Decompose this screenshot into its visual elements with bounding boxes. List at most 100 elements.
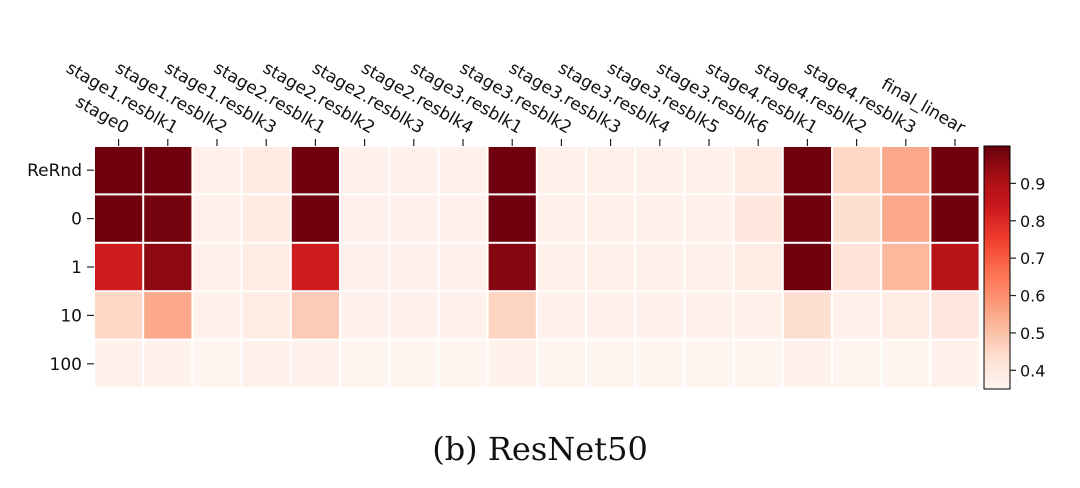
y-tick-label: 100 xyxy=(50,355,82,375)
heatmap-cell xyxy=(636,147,684,194)
colorbar-gradient xyxy=(983,145,1011,390)
heatmap-cell xyxy=(537,195,585,242)
heatmap-cell xyxy=(341,340,389,387)
heatmap-cell xyxy=(488,195,536,242)
heatmap-cell xyxy=(537,292,585,339)
heatmap-cell xyxy=(734,243,782,291)
heatmap-cell xyxy=(587,292,635,339)
heatmap-cell xyxy=(193,292,241,339)
heatmap-cell xyxy=(95,292,143,339)
heatmap-cell xyxy=(488,243,536,291)
heatmap-cell xyxy=(636,195,684,242)
heatmap-cell xyxy=(783,243,831,291)
x-axis: stage0stage1.resblk1stage1.resblk2stage1… xyxy=(63,58,969,146)
heatmap-cell xyxy=(734,195,782,242)
heatmap-cell xyxy=(144,340,192,387)
heatmap-cell xyxy=(242,147,290,194)
colorbar-tick-label: 0.9 xyxy=(1020,174,1045,193)
heatmap-cell xyxy=(636,292,684,339)
heatmap-cell xyxy=(390,195,438,242)
heatmap-cell xyxy=(833,195,881,242)
heatmap-cell xyxy=(636,243,684,291)
heatmap-cell xyxy=(587,195,635,242)
colorbar-tick-label: 0.7 xyxy=(1020,249,1045,268)
heatmap-cell xyxy=(341,147,389,194)
heatmap-cell xyxy=(144,292,192,339)
heatmap-cell xyxy=(291,243,339,291)
heatmap-cell xyxy=(882,147,930,194)
heatmap-cell xyxy=(439,147,487,194)
colorbar: 0.4 0.5 0.6 0.7 0.8 0.9 xyxy=(983,145,1045,390)
heatmap-cell xyxy=(685,340,733,387)
heatmap-cell xyxy=(95,340,143,387)
heatmap-cell xyxy=(833,292,881,339)
y-tick-label: ReRnd xyxy=(27,161,82,181)
heatmap-cell xyxy=(833,147,881,194)
heatmap-cell xyxy=(783,195,831,242)
heatmap-cell xyxy=(193,340,241,387)
heatmap-cell xyxy=(144,243,192,291)
heatmap-cell xyxy=(488,147,536,194)
heatmap-cell xyxy=(783,340,831,387)
heatmap-cell xyxy=(341,195,389,242)
heatmap-cell xyxy=(95,147,143,194)
heatmap-cell xyxy=(587,147,635,194)
heatmap-cell xyxy=(291,292,339,339)
heatmap-cell xyxy=(537,340,585,387)
heatmap-cell xyxy=(439,195,487,242)
heatmap-cell xyxy=(537,243,585,291)
heatmap-cell xyxy=(587,340,635,387)
heatmap-cell xyxy=(636,340,684,387)
heatmap-cell xyxy=(341,243,389,291)
heatmap-cell xyxy=(291,195,339,242)
heatmap-cell xyxy=(242,292,290,339)
heatmap-cell xyxy=(488,292,536,339)
heatmap-cell xyxy=(242,243,290,291)
heatmap-cell xyxy=(931,340,979,387)
heatmap-cell xyxy=(242,195,290,242)
heatmap-cell xyxy=(882,292,930,339)
heatmap-cell xyxy=(144,147,192,194)
y-axis: ReRnd 0 1 10 100 xyxy=(27,161,94,375)
heatmap-cell xyxy=(488,340,536,387)
heatmap-cell xyxy=(931,195,979,242)
heatmap-cell xyxy=(144,195,192,242)
heatmap-cell xyxy=(341,292,389,339)
heatmap-cells xyxy=(95,147,979,387)
heatmap-cell xyxy=(291,340,339,387)
colorbar-ticks: 0.4 0.5 0.6 0.7 0.8 0.9 xyxy=(1010,174,1045,380)
heatmap-cell xyxy=(734,340,782,387)
y-tick-label: 1 xyxy=(71,258,82,278)
heatmap-cell xyxy=(537,147,585,194)
heatmap-cell xyxy=(390,147,438,194)
heatmap-cell xyxy=(95,195,143,242)
colorbar-tick-label: 0.4 xyxy=(1020,361,1045,380)
heatmap-cell xyxy=(439,292,487,339)
figure-caption: (b) ResNet50 xyxy=(432,430,648,468)
heatmap-cell xyxy=(931,243,979,291)
heatmap-cell xyxy=(882,195,930,242)
heatmap-cell xyxy=(242,340,290,387)
heatmap-cell xyxy=(931,147,979,194)
heatmap-cell xyxy=(734,292,782,339)
colorbar-tick-label: 0.8 xyxy=(1020,212,1045,231)
heatmap-cell xyxy=(291,147,339,194)
heatmap-cell xyxy=(783,147,831,194)
heatmap-cell xyxy=(193,243,241,291)
heatmap-cell xyxy=(95,243,143,291)
heatmap-cell xyxy=(685,195,733,242)
heatmap-cell xyxy=(439,243,487,291)
heatmap-cell xyxy=(685,292,733,339)
colorbar-tick-label: 0.5 xyxy=(1020,324,1045,343)
heatmap-cell xyxy=(390,292,438,339)
colorbar-tick-label: 0.6 xyxy=(1020,287,1045,306)
heatmap-cell xyxy=(783,292,831,339)
heatmap-cell xyxy=(587,243,635,291)
heatmap-cell xyxy=(390,243,438,291)
heatmap-cell xyxy=(685,147,733,194)
heatmap-cell xyxy=(734,147,782,194)
heatmap-cell xyxy=(931,292,979,339)
heatmap-cell xyxy=(833,340,881,387)
heatmap-cell xyxy=(193,195,241,242)
